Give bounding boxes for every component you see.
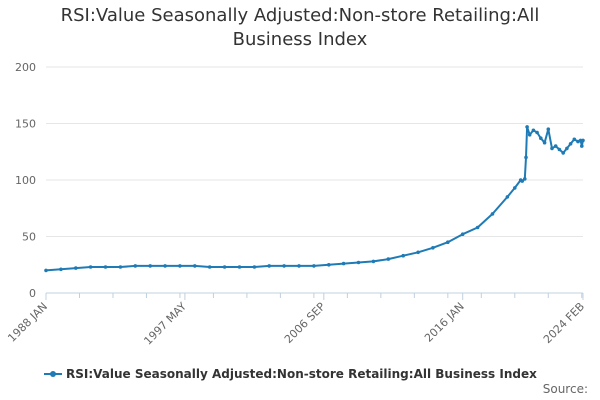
data-point	[535, 130, 539, 135]
source-label: Source:	[542, 382, 588, 396]
data-point	[446, 240, 450, 244]
y-tick-label: 100	[15, 174, 36, 187]
data-point	[252, 265, 257, 269]
data-point	[401, 253, 406, 258]
data-point	[553, 144, 558, 148]
data-point	[282, 264, 286, 268]
data-point	[523, 177, 527, 181]
y-axis-ticks: 0 50 100 150 200	[15, 61, 36, 300]
data-point	[267, 264, 272, 268]
data-point	[431, 246, 435, 250]
data-point	[557, 147, 562, 152]
data-point	[207, 265, 212, 269]
data-point	[580, 144, 584, 148]
legend[interactable]: RSI:Value Seasonally Adjusted:Non-store …	[44, 364, 564, 384]
x-tick-label: 1997 MAY	[141, 300, 189, 348]
y-tick-label: 50	[22, 231, 36, 244]
data-point	[565, 146, 569, 151]
data-point	[74, 266, 78, 270]
data-point	[416, 250, 420, 255]
data-point	[222, 265, 227, 269]
data-point	[133, 264, 138, 268]
data-point	[371, 259, 376, 264]
data-point	[531, 128, 536, 133]
data-point	[505, 195, 510, 199]
data-point	[572, 137, 577, 142]
data-point	[297, 264, 301, 268]
data-point	[561, 151, 565, 155]
data-point	[524, 155, 528, 160]
data-point	[237, 265, 242, 269]
data-point	[356, 260, 361, 265]
data-point	[546, 127, 551, 131]
data-point	[44, 268, 48, 273]
legend-label: RSI:Value Seasonally Adjusted:Non-store …	[66, 367, 537, 381]
x-tick-label: 1988 JAN	[5, 300, 50, 345]
data-point	[148, 264, 152, 268]
legend-swatch-icon	[44, 368, 62, 380]
x-tick-label: 2024 FEB	[541, 300, 587, 346]
data-point	[550, 146, 554, 151]
data-point	[386, 257, 391, 261]
data-point	[178, 264, 182, 268]
y-tick-label: 200	[15, 61, 36, 74]
x-tick-label: 2016 JAN	[422, 300, 467, 345]
data-point	[542, 140, 547, 145]
y-tick-label: 150	[15, 118, 36, 131]
data-point	[525, 125, 529, 129]
data-point	[460, 232, 465, 236]
data-point	[568, 142, 573, 146]
data-point	[312, 264, 316, 268]
data-point	[341, 261, 346, 266]
data-point	[539, 136, 543, 140]
y-tick-label: 0	[29, 287, 36, 300]
chart-title: RSI:Value Seasonally Adjusted:Non-store …	[60, 5, 540, 50]
data-point	[118, 265, 123, 269]
data-point	[527, 133, 532, 137]
data-point	[475, 225, 480, 230]
data-point	[490, 212, 495, 216]
data-point	[513, 186, 517, 190]
data-point	[163, 264, 167, 268]
data-point	[103, 265, 108, 269]
data-point	[59, 267, 63, 272]
data-point	[193, 264, 197, 268]
series-line	[45, 125, 584, 272]
series-layer	[44, 125, 585, 273]
x-axis	[45, 292, 583, 298]
data-point	[520, 179, 524, 183]
x-axis-ticks: 1988 JAN 1997 MAY 2006 SEP 2016 JAN 2024 FEB	[5, 293, 587, 348]
gridlines	[46, 66, 583, 237]
data-point	[327, 263, 331, 267]
data-point	[88, 265, 93, 269]
data-point	[581, 138, 585, 143]
x-tick-label: 2006 SEP	[282, 300, 328, 346]
